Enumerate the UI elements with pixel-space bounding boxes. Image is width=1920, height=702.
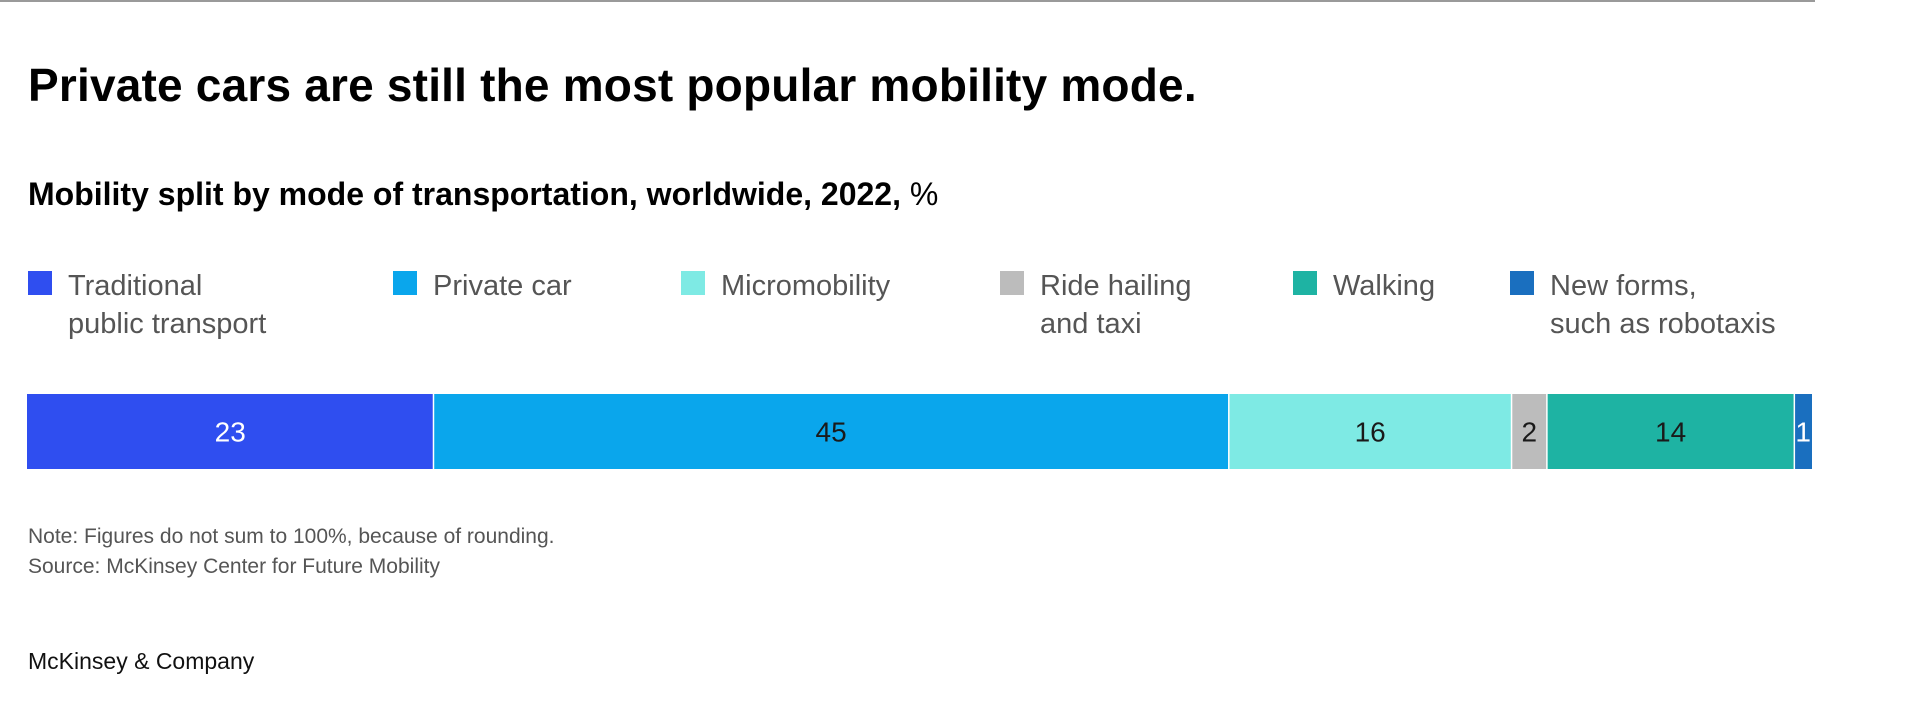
legend-item-traditional-public-transport: Traditional public transport (28, 267, 266, 343)
bar-value-label-2: 45 (816, 417, 847, 448)
subtitle-unit: % (909, 176, 939, 212)
legend-item-new-forms: New forms, such as robotaxis (1510, 267, 1776, 343)
legend-label: Traditional public transport (68, 270, 267, 340)
brand-wordmark: McKinsey & Company (28, 648, 255, 674)
bar-segment-3 (1228, 394, 1512, 469)
bar-segment-6 (1794, 394, 1812, 469)
legend-item-ride-hailing-and-taxi: Ride hailing and taxi (1000, 267, 1192, 343)
bar-value-label-3: 16 (1355, 417, 1386, 448)
chart-subtitle: Mobility split by mode of transportation… (28, 176, 938, 213)
legend-label: Private car (433, 270, 572, 302)
legend-label: New forms, such as robotaxis (1550, 270, 1776, 340)
legend-label: Ride hailing and taxi (1040, 270, 1192, 340)
legend-swatch (393, 271, 417, 295)
bar-value-label-5: 14 (1655, 417, 1686, 448)
legend-item-walking: Walking (1293, 267, 1435, 305)
source-text: Source: McKinsey Center for Future Mobil… (28, 555, 440, 578)
legend-swatch (28, 271, 52, 295)
legend-swatch (681, 271, 705, 295)
bar-value-label-1: 23 (215, 417, 246, 448)
bar-segment-4 (1511, 394, 1547, 469)
note-text: Note: Figures do not sum to 100%, becaus… (28, 525, 555, 548)
legend-swatch (1000, 271, 1024, 295)
legend-item-micromobility: Micromobility (681, 267, 890, 305)
top-divider (0, 0, 1815, 2)
bar-value-label-6: 1 (1795, 417, 1811, 448)
subtitle-text: Mobility split by mode of transportation… (28, 176, 901, 212)
bar-segment-2 (433, 394, 1229, 469)
legend-swatch (1510, 271, 1534, 295)
bar-segment-1 (27, 394, 434, 469)
legend-label: Micromobility (721, 270, 891, 302)
legend-label: Walking (1333, 270, 1436, 302)
legend-item-private-car: Private car (393, 267, 572, 305)
chart-footnote: Note: Figures do not sum to 100%, becaus… (28, 522, 555, 582)
chart-headline: Private cars are still the most popular … (28, 59, 1197, 111)
legend-swatch (1293, 271, 1317, 295)
bar-value-label-4: 2 (1521, 417, 1537, 448)
bar-segment-5 (1546, 394, 1795, 469)
